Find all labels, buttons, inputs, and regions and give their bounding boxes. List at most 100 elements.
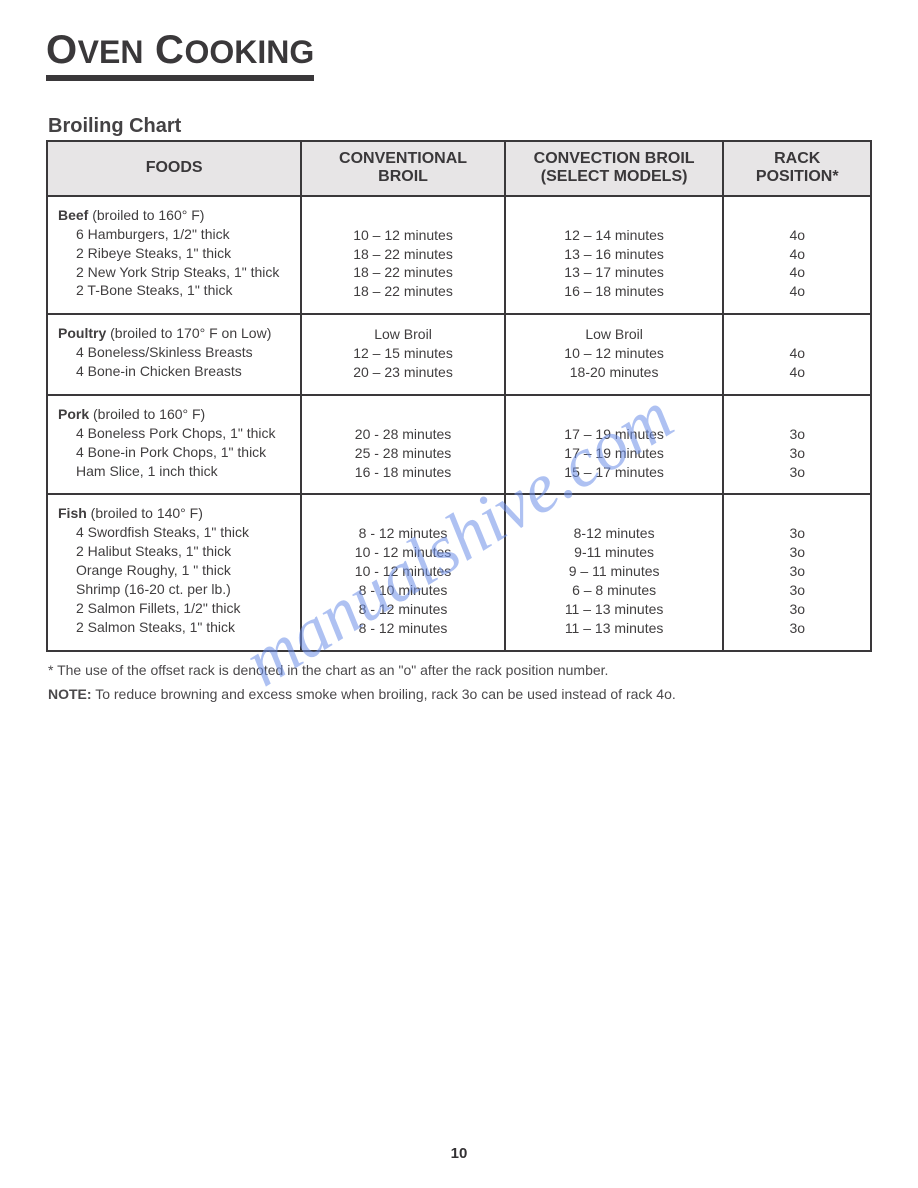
cell-rack: 4o4o — [723, 314, 871, 395]
section-head: Pork (broiled to 160° F) — [58, 406, 290, 422]
cell-rack-value: 3o — [734, 600, 860, 619]
food-item: 2 New York Strip Steaks, 1" thick — [76, 263, 290, 282]
cell-convection-value: 17 – 19 minutes — [516, 444, 713, 463]
cell-conventional-value: 8 - 12 minutes — [312, 600, 493, 619]
spacer — [734, 325, 860, 344]
food-item: 2 T-Bone Steaks, 1" thick — [76, 281, 290, 300]
spacer — [516, 406, 713, 425]
cell-convection-value: 15 – 17 minutes — [516, 463, 713, 482]
cell-convection: Low Broil10 – 12 minutes18-20 minutes — [505, 314, 724, 395]
cell-convection-value: 16 – 18 minutes — [516, 282, 713, 301]
food-item: 4 Bone-in Chicken Breasts — [76, 362, 290, 381]
spacer — [516, 505, 713, 524]
food-item: 4 Boneless Pork Chops, 1" thick — [76, 424, 290, 443]
cell-rack-value: 3o — [734, 619, 860, 638]
cell-rack: 3o3o3o — [723, 395, 871, 495]
spacer — [516, 207, 713, 226]
cell-rack: 4o4o4o4o — [723, 196, 871, 314]
cell-convection: 12 – 14 minutes13 – 16 minutes13 – 17 mi… — [505, 196, 724, 314]
food-item: 2 Salmon Fillets, 1/2" thick — [76, 599, 290, 618]
cell-conventional-value: 18 – 22 minutes — [312, 263, 493, 282]
cell-convection-values: Low Broil10 – 12 minutes18-20 minutes — [516, 325, 713, 382]
title-rest-2: ooking — [184, 34, 314, 70]
cell-conventional-value: 10 - 12 minutes — [312, 562, 493, 581]
cell-convection-value: 10 – 12 minutes — [516, 344, 713, 363]
cell-rack-value: 4o — [734, 282, 860, 301]
cell-conventional-value: 8 - 12 minutes — [312, 524, 493, 543]
cell-rack-value: 4o — [734, 363, 860, 382]
title-rest-1: ven — [78, 34, 144, 70]
food-items: 6 Hamburgers, 1/2" thick2 Ribeye Steaks,… — [76, 225, 290, 301]
table-row: Poultry (broiled to 170° F on Low) 4 Bone… — [47, 314, 871, 395]
cell-conventional-value: 10 - 12 minutes — [312, 543, 493, 562]
section-title: Broiling Chart — [48, 115, 872, 138]
cell-convection-value: 18-20 minutes — [516, 363, 713, 382]
food-items: 4 Swordfish Steaks, 1" thick2 Halibut St… — [76, 523, 290, 636]
food-item: Orange Roughy, 1 " thick — [76, 561, 290, 580]
cell-conventional-value: 16 - 18 minutes — [312, 463, 493, 482]
cell-conventional-value: 18 – 22 minutes — [312, 282, 493, 301]
cell-convection-value: 6 – 8 minutes — [516, 581, 713, 600]
col-conventional-l1: CONVENTIONAL — [339, 150, 467, 167]
col-rack-l1: RACK — [774, 150, 820, 167]
food-items: 4 Boneless/Skinless Breasts4 Bone-in Chi… — [76, 343, 290, 381]
food-item: 4 Boneless/Skinless Breasts — [76, 343, 290, 362]
cell-conventional: 20 - 28 minutes25 - 28 minutes16 - 18 mi… — [301, 395, 504, 495]
cell-rack-value: 4o — [734, 263, 860, 282]
note-label: NOTE: — [48, 686, 92, 702]
title-cap-2: C — [155, 28, 184, 72]
cell-rack-value: 3o — [734, 581, 860, 600]
section-head-name: Pork — [58, 406, 93, 422]
food-item: 6 Hamburgers, 1/2" thick — [76, 225, 290, 244]
cell-conventional-value: 8 - 10 minutes — [312, 581, 493, 600]
cell-rack-value: 4o — [734, 226, 860, 245]
col-conventional: CONVENTIONAL BROIL — [301, 141, 504, 196]
cell-rack-values: 3o3o3o3o3o3o — [734, 505, 860, 637]
note-line: NOTE: To reduce browning and excess smok… — [48, 686, 870, 702]
cell-conventional-value: 20 - 28 minutes — [312, 425, 493, 444]
spacer — [734, 207, 860, 226]
cell-conventional-values: Low Broil12 – 15 minutes20 – 23 minutes — [312, 325, 493, 382]
cell-convection-value: 9 – 11 minutes — [516, 562, 713, 581]
cell-convection-value: 8-12 minutes — [516, 524, 713, 543]
cell-conventional-value: 10 – 12 minutes — [312, 226, 493, 245]
food-items: 4 Boneless Pork Chops, 1" thick4 Bone-in… — [76, 424, 290, 481]
spacer — [312, 406, 493, 425]
food-item: Shrimp (16-20 ct. per lb.) — [76, 580, 290, 599]
section-head: Fish (broiled to 140° F) — [58, 505, 290, 521]
food-item: 4 Swordfish Steaks, 1" thick — [76, 523, 290, 542]
col-convection: CONVECTION BROIL (SELECT MODELS) — [505, 141, 724, 196]
cell-conventional: Low Broil12 – 15 minutes20 – 23 minutes — [301, 314, 504, 395]
cell-conventional-header: Low Broil — [312, 325, 493, 344]
title-cap-1: O — [46, 28, 78, 72]
cell-convection-values: 12 – 14 minutes13 – 16 minutes13 – 17 mi… — [516, 207, 713, 301]
cell-rack-values: 4o4o4o4o — [734, 207, 860, 301]
col-conventional-l2: BROIL — [378, 168, 428, 185]
table-row: Beef (broiled to 160° F) 6 Hamburgers, 1/… — [47, 196, 871, 314]
col-convection-l1: CONVECTION BROIL — [534, 150, 695, 167]
cell-convection-header: Low Broil — [516, 325, 713, 344]
cell-rack-value: 3o — [734, 543, 860, 562]
section-head-note: (broiled to 160° F) — [92, 207, 204, 223]
cell-foods: Beef (broiled to 160° F) 6 Hamburgers, 1/… — [47, 196, 301, 314]
food-item: 2 Salmon Steaks, 1" thick — [76, 618, 290, 637]
cell-convection-value: 11 – 13 minutes — [516, 600, 713, 619]
cell-foods: Fish (broiled to 140° F) 4 Swordfish Stea… — [47, 494, 301, 650]
spacer — [312, 505, 493, 524]
spacer — [734, 505, 860, 524]
cell-convection-value: 13 – 17 minutes — [516, 263, 713, 282]
cell-rack: 3o3o3o3o3o3o — [723, 494, 871, 650]
section-head-note: (broiled to 170° F on Low) — [110, 325, 271, 341]
section-head: Beef (broiled to 160° F) — [58, 207, 290, 223]
cell-conventional: 8 - 12 minutes10 - 12 minutes10 - 12 min… — [301, 494, 504, 650]
cell-conventional-values: 10 – 12 minutes 18 – 22 minutes18 – 22 mi… — [312, 207, 493, 301]
section-head-name: Beef — [58, 207, 92, 223]
food-item: Ham Slice, 1 inch thick — [76, 462, 290, 481]
page-title: Oven Cooking — [46, 28, 314, 81]
cell-convection-value: 9-11 minutes — [516, 543, 713, 562]
table-row: Fish (broiled to 140° F) 4 Swordfish Stea… — [47, 494, 871, 650]
table-row: Pork (broiled to 160° F) 4 Boneless Pork … — [47, 395, 871, 495]
cell-conventional-values: 20 - 28 minutes25 - 28 minutes16 - 18 mi… — [312, 406, 493, 482]
section-head-name: Poultry — [58, 325, 110, 341]
cell-rack-value: 3o — [734, 425, 860, 444]
